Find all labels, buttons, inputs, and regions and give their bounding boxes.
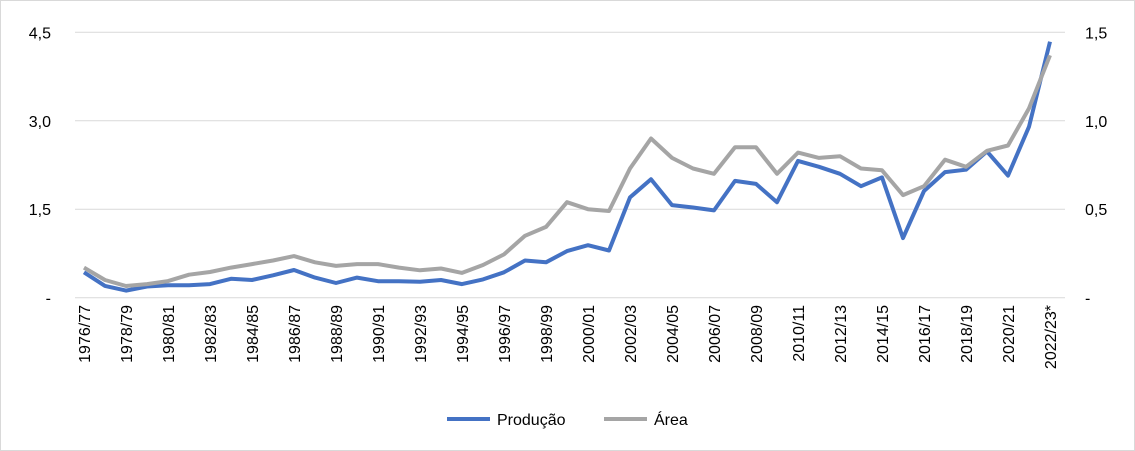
x-tick-label: 2000/01 (581, 305, 598, 363)
y-right-tick-label: 1,0 (1085, 114, 1107, 131)
x-tick-label: 1980/81 (161, 305, 178, 363)
x-tick-label: 2002/03 (623, 305, 640, 363)
y-axis-right: - 0,5 1,0 1,5 (1085, 25, 1107, 307)
x-tick-label: 1982/83 (203, 305, 220, 363)
legend-label: Produção (497, 412, 566, 429)
x-tick-label: 2006/07 (707, 305, 724, 363)
x-tick-label: 1988/89 (329, 305, 346, 363)
x-tick-label: 1996/97 (497, 305, 514, 363)
gridlines (75, 31, 1065, 299)
series-line-area (82, 54, 1052, 288)
x-tick-label: 1986/87 (287, 305, 304, 363)
x-tick-label: 2014/15 (875, 305, 892, 363)
y-left-tick-label: 3,0 (29, 114, 51, 131)
x-tick-label: 2008/09 (749, 305, 766, 363)
x-tick-label: 1976/77 (77, 305, 94, 363)
x-tick-label: 2018/19 (959, 305, 976, 363)
x-tick-label: 2012/13 (833, 305, 850, 363)
x-tick-label: 1990/91 (371, 305, 388, 363)
y-left-tick-label: 1,5 (29, 202, 51, 219)
series-lines (82, 41, 1052, 293)
series-line-producao (82, 41, 1052, 293)
x-tick-label: 2004/05 (665, 305, 682, 363)
y-axis-left: - 1,5 3,0 4,5 (29, 25, 51, 307)
x-tick-label: 2020/21 (1001, 305, 1018, 363)
x-tick-label: 1984/85 (245, 305, 262, 363)
x-tick-label: 1998/99 (539, 305, 556, 363)
x-axis: 1976/77 1978/79 1980/81 1982/83 1984/85 1986/… (77, 305, 1060, 369)
x-tick-label: 1978/79 (119, 305, 136, 363)
y-right-tick-label: 0,5 (1085, 202, 1107, 219)
x-tick-label: 2016/17 (917, 305, 934, 363)
x-tick-label: 1992/93 (413, 305, 430, 363)
y-right-tick-label: 1,5 (1085, 25, 1107, 42)
y-left-tick-label: - (46, 291, 51, 308)
x-tick-label: 1994/95 (455, 305, 472, 363)
x-tick-label: 2010/11 (791, 305, 808, 362)
legend-label: Área (654, 410, 688, 429)
legend: Produção Área (447, 410, 688, 429)
y-right-tick-label: - (1085, 291, 1090, 308)
y-left-tick-label: 4,5 (29, 25, 51, 42)
x-tick-label: 2022/23* (1043, 305, 1060, 369)
